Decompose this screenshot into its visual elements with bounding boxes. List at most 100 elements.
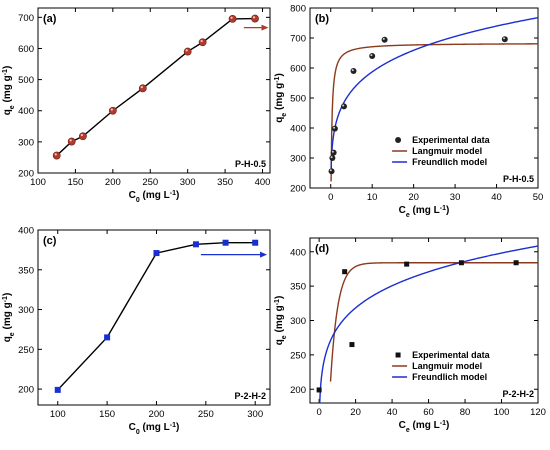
langmuir-curve — [330, 43, 538, 182]
panel-d: 0 20 40 60 80 100 120 200 250 300 350 400 Ce (mg L-1… — [274, 237, 546, 434]
legend-label-experimental: Experimental data — [412, 350, 491, 360]
x-tick-label: 0 — [328, 192, 333, 203]
legend-label-experimental: Experimental data — [412, 135, 491, 145]
experimental-point-highlight — [329, 169, 332, 172]
panel-a: 100 150 200 250 300 350 400 200 300 400 500 600 700 C… — [2, 7, 271, 204]
x-tick-label: 80 — [460, 407, 471, 418]
sample-label: P-2-H-2 — [502, 389, 534, 399]
sample-label: P-2-H-2 — [234, 391, 266, 401]
x-tick-label: 400 — [255, 177, 271, 188]
y-tick-label: 700 — [18, 13, 34, 24]
data-point — [79, 132, 87, 141]
data-point — [153, 250, 160, 257]
x-tick-label: 300 — [247, 409, 263, 420]
x-tick-label: 100 — [50, 409, 66, 420]
experimental-point — [331, 125, 338, 132]
y-axis-title: qe (mg g-1) — [274, 73, 288, 123]
x-tick-label: 150 — [67, 177, 83, 188]
y-axis-title: qe (mg g-1) — [2, 293, 16, 343]
data-point — [192, 241, 199, 248]
experimental-point — [501, 36, 508, 43]
trend-arrow-head — [261, 24, 269, 31]
panel-tag: (c) — [43, 235, 57, 247]
panel-c: 100 150 200 250 300 200 250 300 350 400 C0 (mg L-1… — [2, 226, 271, 436]
legend-label-freundlich: Freundlich model — [412, 157, 487, 167]
x-tick-label: 20 — [408, 192, 419, 203]
data-point — [222, 239, 229, 246]
x-tick-label: 0 — [316, 407, 321, 418]
panel-tag: (b) — [315, 13, 329, 25]
x-tick-label: 100 — [30, 177, 46, 188]
x-tick-label: 250 — [198, 409, 214, 420]
data-point-highlight — [140, 86, 143, 89]
experimental-point-highlight — [330, 156, 333, 159]
experimental-point — [328, 168, 335, 175]
experimental-point-highlight — [331, 150, 334, 153]
y-tick-label: 300 — [290, 316, 306, 327]
data-point-highlight — [80, 133, 84, 137]
data-point — [198, 38, 207, 47]
x-tick-label: 100 — [494, 407, 510, 418]
y-tick-label: 700 — [290, 34, 306, 45]
panel-b: 0 10 20 30 40 50 200 300 400 500 600 700 800 Ce (mg L… — [274, 4, 544, 219]
experimental-point — [381, 36, 388, 43]
data-point — [228, 14, 237, 23]
x-tick-label: 50 — [533, 192, 544, 203]
series-line — [57, 242, 256, 391]
x-tick-label: 300 — [180, 177, 196, 188]
data-point-highlight — [69, 139, 72, 142]
y-tick-label: 400 — [18, 226, 34, 237]
y-tick-label: 250 — [18, 345, 34, 356]
experimental-point — [342, 269, 348, 275]
data-point-highlight — [200, 39, 203, 43]
experimental-point-highlight — [333, 126, 336, 129]
y-axis-title: qe (mg g-1) — [2, 66, 16, 116]
y-tick-label: 300 — [290, 154, 306, 165]
y-tick-label: 400 — [290, 124, 306, 135]
legend-marker-experimental — [395, 352, 401, 358]
experimental-point-highlight — [370, 54, 373, 57]
y-tick-label: 300 — [18, 137, 34, 148]
x-axis-title: C0 (mg L-1) — [129, 422, 180, 436]
y-tick-label: 400 — [290, 247, 306, 258]
x-tick-label: 20 — [350, 407, 361, 418]
data-point — [67, 137, 76, 146]
x-tick-label: 150 — [99, 409, 115, 420]
sample-label: P-H-0.5 — [235, 159, 266, 169]
experimental-point — [316, 387, 322, 393]
data-point-highlight — [54, 153, 57, 156]
legend-label-langmuir: Langmuir model — [412, 146, 482, 156]
y-tick-label: 600 — [18, 44, 34, 55]
data-point — [54, 386, 61, 393]
langmuir-curve — [329, 262, 538, 382]
y-tick-label: 500 — [18, 75, 34, 86]
data-point-highlight — [252, 16, 256, 19]
y-tick-label: 200 — [290, 184, 306, 195]
experimental-point-highlight — [382, 37, 385, 40]
experimental-point — [350, 68, 357, 74]
x-tick-label: 200 — [149, 409, 165, 420]
plot-frame — [37, 229, 271, 406]
plot-frame — [37, 7, 271, 174]
y-tick-label: 500 — [290, 94, 306, 105]
trend-arrow-head — [260, 251, 268, 258]
y-tick-label: 200 — [290, 385, 306, 396]
data-point-highlight — [110, 108, 113, 111]
x-tick-label: 30 — [450, 192, 461, 203]
x-axis-title: Ce (mg L-1) — [399, 420, 450, 434]
legend-marker-experimental — [395, 137, 402, 143]
experimental-point-highlight — [503, 37, 506, 40]
y-axis-title: qe (mg g-1) — [274, 296, 288, 346]
data-point — [183, 47, 192, 56]
data-point — [138, 84, 147, 93]
experimental-point-highlight — [342, 104, 345, 107]
y-tick-label: 300 — [18, 305, 34, 316]
data-point — [108, 106, 117, 115]
y-tick-label: 400 — [18, 106, 34, 117]
sample-label: P-H-0.5 — [503, 174, 534, 184]
experimental-point — [513, 260, 519, 266]
x-axis-title: Ce (mg L-1) — [399, 205, 450, 219]
x-tick-label: 200 — [105, 177, 121, 188]
data-point-highlight — [185, 49, 188, 52]
